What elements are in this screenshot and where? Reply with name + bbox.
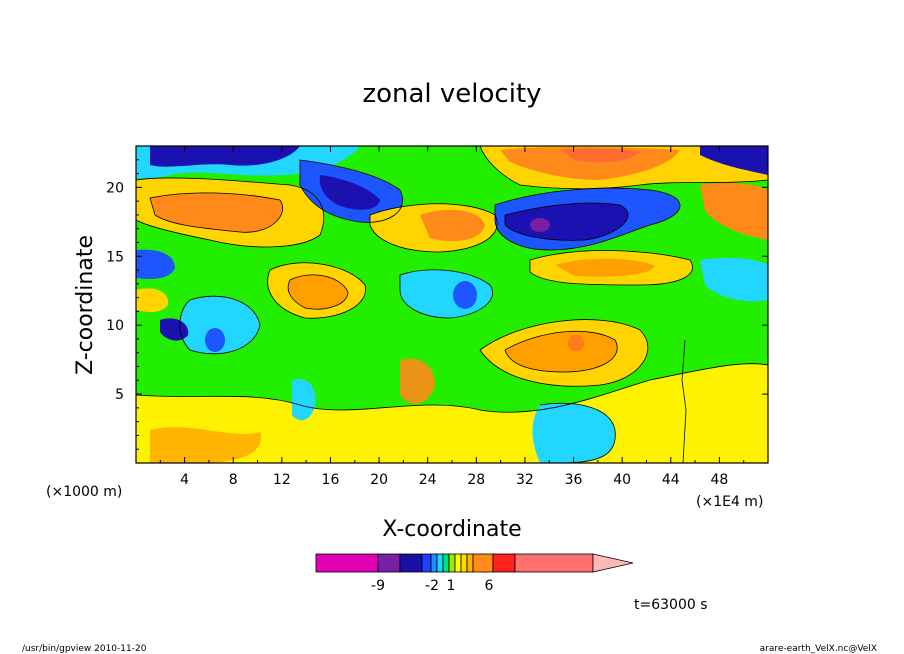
y-tick-label: 20 (106, 180, 124, 196)
colorbar-swatch (442, 553, 450, 573)
colorbar-swatch (454, 553, 462, 573)
y-tick-label: 5 (115, 387, 124, 403)
colorbar-swatch (430, 553, 438, 573)
y-axis-label: Z-coordinate (73, 235, 98, 375)
colorbar-swatch (492, 553, 516, 573)
x-tick-label: 8 (229, 472, 238, 488)
x-tick-label: 44 (662, 472, 680, 488)
colorbar-swatch (436, 553, 444, 573)
colorbar-level-label: -2 (425, 578, 439, 594)
colorbar-level-label: -9 (371, 578, 385, 594)
x-tick-label: 28 (467, 472, 485, 488)
y-tick-label: 15 (106, 249, 124, 265)
x-unit-left: (×1000 m) (46, 484, 122, 500)
x-tick-label: 48 (710, 472, 728, 488)
colorbar-arrow (592, 553, 634, 573)
colorbar-swatch (421, 553, 432, 573)
time-annotation: t=63000 s (634, 597, 708, 613)
x-axis: 4 8 12 16 20 24 28 32 36 40 44 48 (159, 146, 745, 488)
colorbar-swatch (514, 553, 594, 573)
x-tick-label: 20 (370, 472, 388, 488)
footer-right: arare-earth_VelX.nc@VelX (760, 644, 877, 654)
colorbar-swatch (315, 553, 379, 573)
colorbar-swatch (472, 553, 494, 573)
x-tick-label: 36 (565, 472, 583, 488)
x-axis-label: X-coordinate (382, 517, 521, 542)
y-axis: 5 10 15 20 (106, 159, 768, 450)
x-tick-label: 12 (273, 472, 291, 488)
x-tick-label: 32 (516, 472, 534, 488)
colorbar-swatch (399, 553, 423, 573)
colorbar-swatch (466, 553, 474, 573)
chart-title: zonal velocity (362, 79, 541, 109)
x-tick-label: 40 (613, 472, 631, 488)
x-tick-label: 4 (180, 472, 189, 488)
colorbar-swatch (448, 553, 456, 573)
x-tick-label: 16 (322, 472, 340, 488)
colorbar (315, 553, 634, 573)
footer-left: /usr/bin/gpview 2010-11-20 (22, 644, 147, 654)
colorbar-level-label: 1 (447, 578, 456, 594)
contour-field (136, 146, 768, 463)
colorbar-level-label: 6 (485, 578, 494, 594)
colorbar-swatch (460, 553, 468, 573)
x-unit-right: (×1E4 m) (696, 494, 763, 510)
colorbar-swatch (377, 553, 401, 573)
x-tick-label: 24 (419, 472, 437, 488)
colorbar-labels: -9 -2 1 6 (371, 578, 494, 594)
y-tick-label: 10 (106, 318, 124, 334)
